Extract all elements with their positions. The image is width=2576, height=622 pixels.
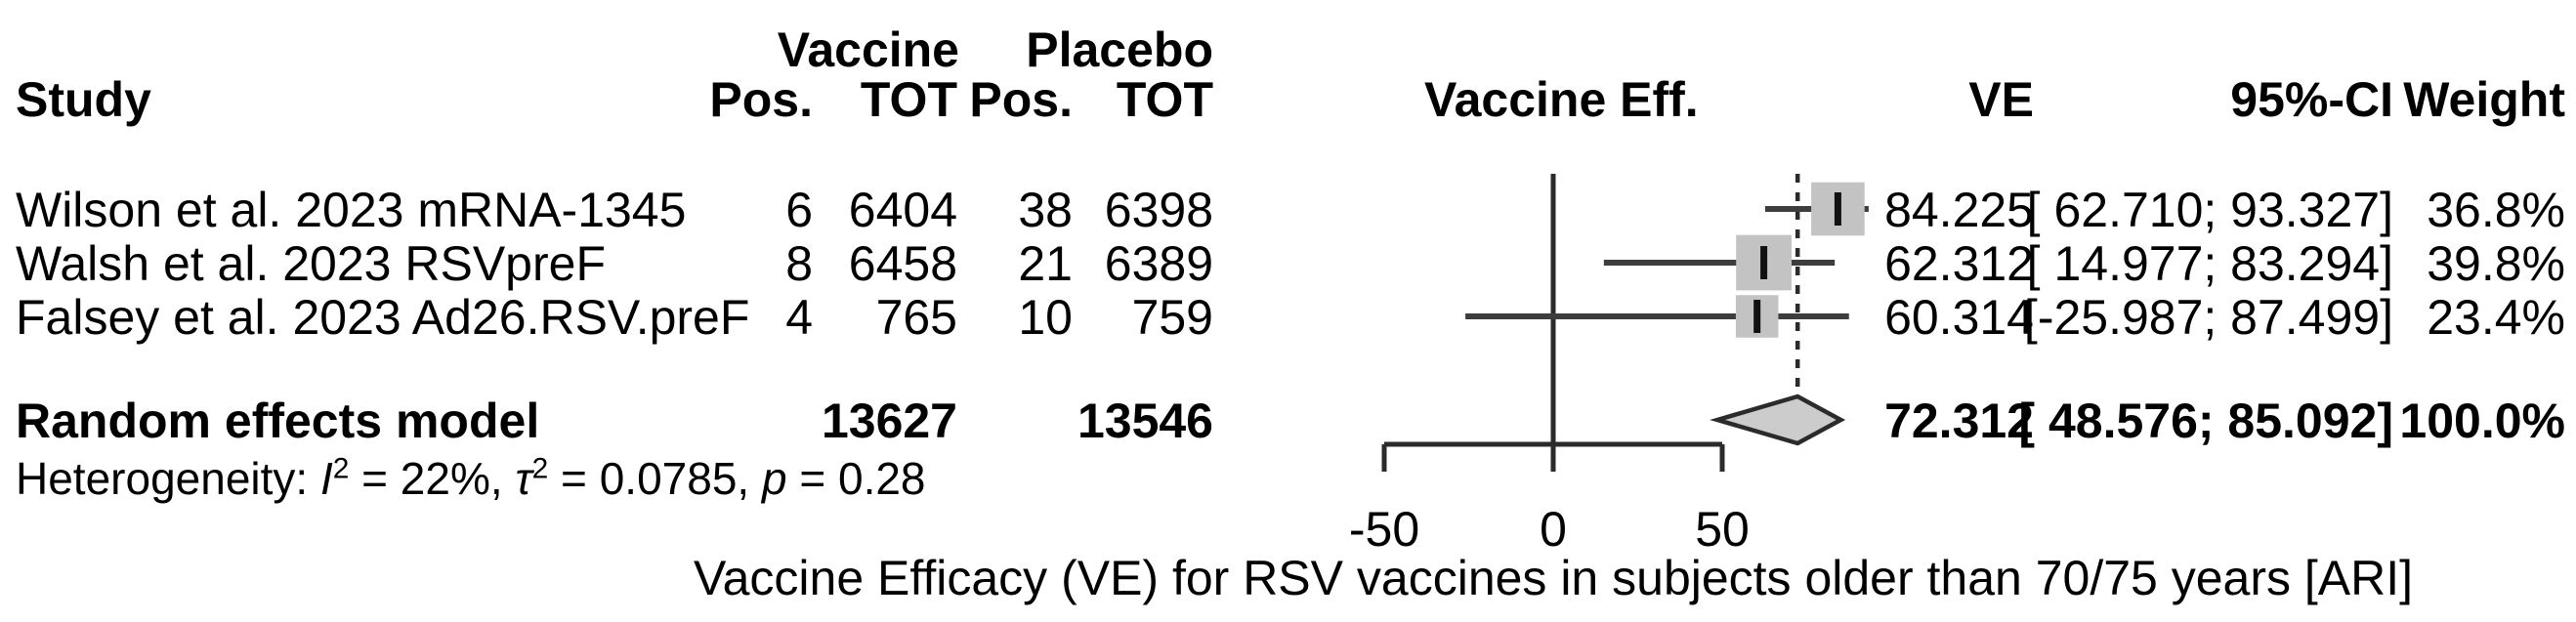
col-header-placebo-tot: TOT: [1116, 72, 1213, 127]
weight-value: 36.8%: [2427, 183, 2565, 237]
study-name: Falsey et al. 2023 Ad26.RSV.preF: [16, 290, 750, 345]
weight-value: 23.4%: [2427, 290, 2565, 345]
summary-weight-value: 100.0%: [2399, 394, 2565, 448]
ci-value: [ 14.977; 83.294]: [2026, 236, 2393, 291]
col-header-ci: 95%-CI: [2230, 72, 2393, 127]
p-value: = 0.28: [786, 453, 926, 504]
study-name: Wilson et al. 2023 mRNA-1345: [16, 183, 687, 237]
axis-tick-label: 50: [1695, 502, 1750, 557]
i-squared-exponent: 2: [332, 452, 350, 485]
col-header-placebo-pos: Pos.: [969, 72, 1073, 127]
vaccine-positive: 6: [785, 183, 813, 237]
axis-tick-label: 0: [1540, 502, 1567, 557]
col-header-weight: Weight: [2403, 72, 2565, 127]
col-header-ve: VE: [1968, 72, 2034, 127]
summary-diamond: [1710, 394, 1846, 446]
summary-vaccine-total: 13627: [821, 394, 957, 448]
placebo-total: 6398: [1104, 183, 1213, 237]
placebo-total: 6389: [1104, 236, 1213, 291]
placebo-positive: 38: [1018, 183, 1073, 237]
summary-ci-value: [ 48.576; 85.092]: [2018, 394, 2393, 448]
summary-ve-value: 72.312: [1884, 394, 2034, 448]
ci-value: [ 62.710; 93.327]: [2026, 183, 2393, 237]
vaccine-total: 6458: [848, 236, 957, 291]
col-header-vaccine-tot: TOT: [860, 72, 957, 127]
col-header-study: Study: [16, 72, 151, 127]
ve-value: 84.225: [1884, 183, 2034, 237]
vaccine-positive: 4: [785, 290, 813, 345]
summary-label: Random effects model: [16, 394, 540, 448]
i-squared-value: = 22%,: [349, 453, 516, 504]
col-header-vaccine-pos: Pos.: [709, 72, 813, 127]
heterogeneity-prefix: Heterogeneity:: [16, 453, 320, 504]
heterogeneity-note: Heterogeneity: I2 = 22%, τ2 = 0.0785, p …: [16, 453, 926, 504]
study-name: Walsh et al. 2023 RSVpreF: [16, 236, 606, 291]
tau-squared-exponent: 2: [531, 452, 549, 485]
tau-squared-value: = 0.0785,: [548, 453, 762, 504]
tau-squared-symbol: τ: [515, 453, 532, 504]
col-header-vaccine-eff: Vaccine Eff.: [1424, 72, 1699, 127]
ve-value: 62.312: [1884, 236, 2034, 291]
ci-value: [-25.987; 87.499]: [2023, 290, 2393, 345]
i-squared-symbol: I: [319, 453, 333, 504]
group-header-placebo: Placebo: [1026, 22, 1213, 77]
placebo-positive: 21: [1018, 236, 1073, 291]
placebo-total: 759: [1131, 290, 1213, 345]
summary-placebo-total: 13546: [1077, 394, 1213, 448]
vaccine-total: 6404: [848, 183, 957, 237]
p-symbol: p: [761, 453, 787, 504]
vaccine-positive: 8: [785, 236, 813, 291]
ve-value: 60.314: [1884, 290, 2034, 345]
axis-tick-label: -50: [1348, 502, 1420, 557]
x-axis-caption: Vaccine Efficacy (VE) for RSV vaccines i…: [693, 551, 2414, 605]
vaccine-total: 765: [875, 290, 957, 345]
group-header-vaccine: Vaccine: [777, 22, 959, 77]
weight-value: 39.8%: [2427, 236, 2565, 291]
placebo-positive: 10: [1018, 290, 1073, 345]
